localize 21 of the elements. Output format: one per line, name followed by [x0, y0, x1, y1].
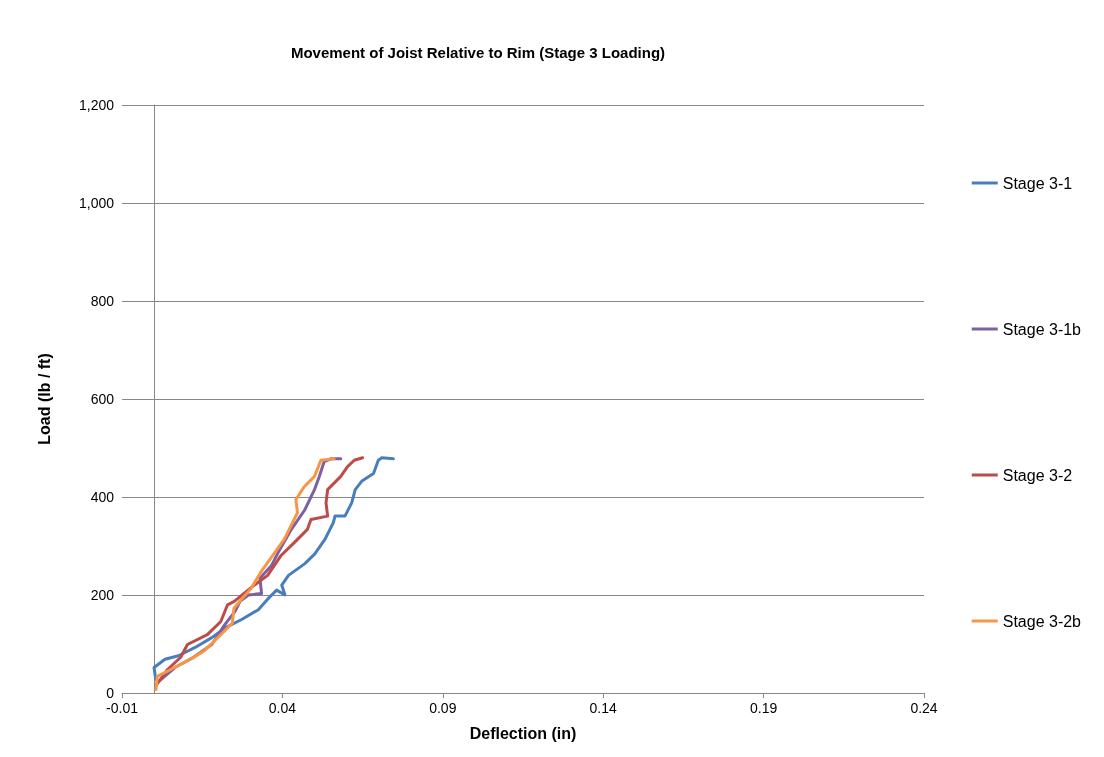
x-tick-label: 0.04 — [268, 700, 297, 716]
legend-label: Stage 3-1b — [1002, 320, 1082, 338]
chart-title: Movement of Joist Relative to Rim (Stage 3 Loading) — [290, 44, 666, 61]
x-axis-title: Deflection (in) — [469, 724, 577, 742]
y-tick-label: 200 — [90, 587, 115, 603]
y-tick-label: 600 — [90, 391, 115, 407]
x-tick-label: 0.14 — [589, 700, 618, 716]
y-tick-label: 1,200 — [78, 97, 115, 113]
y-tick-label: 1,000 — [78, 195, 115, 211]
y-tick-label: 400 — [90, 489, 115, 505]
y-tick-label: 800 — [90, 293, 115, 309]
legend-label: Stage 3-1 — [1002, 174, 1073, 192]
legend-label: Stage 3-2 — [1002, 466, 1073, 484]
line-series — [152, 456, 395, 681]
x-tick-label: 0.19 — [749, 700, 778, 716]
legend-label: Stage 3-2b — [1002, 612, 1082, 630]
y-tick-label: 0 — [106, 685, 115, 701]
x-tick-label: -0.01 — [106, 700, 139, 716]
x-tick-label: 0.09 — [429, 700, 457, 716]
y-axis-title: Load (lb / ft) — [35, 353, 53, 445]
x-tick-label: 0.24 — [910, 700, 938, 716]
